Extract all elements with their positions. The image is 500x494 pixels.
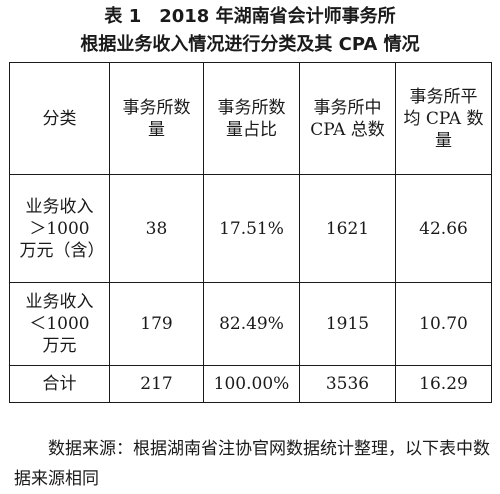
total-cpa-avg-cell: 16.29 — [395, 365, 492, 403]
table-title-line-2: 根据业务收入情况进行分类及其 CPA 情况 — [80, 34, 420, 55]
header-cpa-total: 事务所中 CPA 总数 — [299, 62, 396, 175]
row-share-cell: 17.51% — [203, 174, 300, 283]
row-cpa-avg: 42.66 — [419, 218, 468, 239]
header-cpa-avg-label: 事务所平均 CPA 数量 — [403, 86, 484, 151]
total-cpa-total-cell: 3536 — [299, 365, 396, 403]
row-cpa-total: 1915 — [325, 314, 370, 334]
data-table: 分类 事务所数量 事务所数量占比 事务所中 CPA 总数 事务所平均 CPA 数… — [9, 62, 492, 403]
row-category: 业务收入＞1000 万元（含） — [19, 196, 105, 261]
row-cpa-avg-cell: 42.66 — [395, 174, 492, 283]
table-title-line-1: 表 1 2018 年湖南省会计师事务所 — [104, 6, 396, 27]
row-category-cell: 业务收入＞1000 万元（含） — [9, 174, 110, 283]
row-count-cell: 179 — [109, 282, 204, 366]
row-category-cell: 业务收入＜1000 万元 — [9, 282, 110, 366]
header-share: 事务所数量占比 — [203, 62, 300, 175]
row-cpa-total-cell: 1915 — [299, 282, 396, 366]
row-count: 38 — [145, 218, 168, 239]
row-cpa-total: 1621 — [325, 218, 370, 239]
total-cpa-avg: 16.29 — [419, 374, 468, 394]
row-count: 179 — [140, 314, 173, 334]
row-cpa-total-cell: 1621 — [299, 174, 396, 283]
total-share-cell: 100.00% — [203, 365, 300, 403]
total-category-cell: 合计 — [9, 365, 110, 403]
row-count-cell: 38 — [109, 174, 204, 283]
header-cpa-total-label: 事务所中 CPA 总数 — [310, 97, 385, 140]
total-cpa-total: 3536 — [325, 374, 370, 394]
row-cpa-avg-cell: 10.70 — [395, 282, 492, 366]
header-count: 事务所数量 — [109, 62, 204, 175]
total-count: 217 — [140, 374, 173, 394]
header-share-label: 事务所数量占比 — [217, 97, 286, 140]
data-source-note: 数据来源：根据湖南省注协官网数据统计整理，以下表中数据来源相同 — [14, 439, 490, 489]
table-total-row: 合计 217 100.00% 3536 16.29 — [9, 365, 492, 403]
total-share: 100.00% — [213, 374, 290, 394]
header-category-label: 分类 — [42, 108, 77, 129]
header-cpa-avg: 事务所平均 CPA 数量 — [395, 62, 492, 175]
row-share-cell: 82.49% — [203, 282, 300, 366]
total-label: 合计 — [42, 374, 77, 394]
table-row: 业务收入＜1000 万元 179 82.49% 1915 10.70 — [9, 282, 492, 366]
total-count-cell: 217 — [109, 365, 204, 403]
header-count-label: 事务所数量 — [122, 97, 191, 140]
row-cpa-avg: 10.70 — [419, 314, 468, 334]
table-header-row: 分类 事务所数量 事务所数量占比 事务所中 CPA 总数 事务所平均 CPA 数… — [9, 62, 492, 175]
header-category: 分类 — [9, 62, 110, 175]
row-share: 17.51% — [219, 218, 284, 239]
table-row: 业务收入＞1000 万元（含） 38 17.51% 1621 42.66 — [9, 174, 492, 283]
row-category: 业务收入＜1000 万元 — [25, 292, 94, 356]
row-share: 82.49% — [219, 314, 284, 334]
